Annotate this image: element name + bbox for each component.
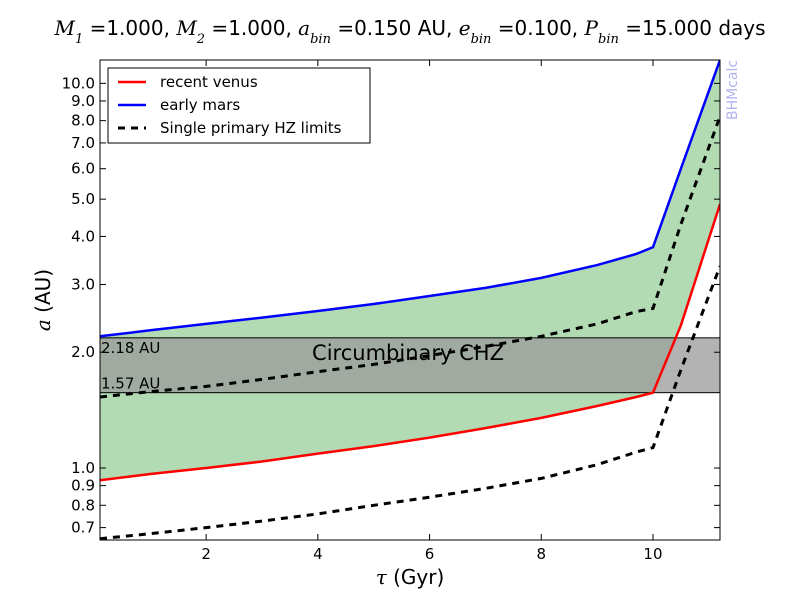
y-tick-label: 0.7: [71, 519, 95, 537]
title-subscript: bin: [310, 32, 331, 47]
x-tick-label: 2: [201, 545, 211, 563]
band-high-label: 2.18 AU: [101, 339, 160, 357]
title-subscript: bin: [598, 32, 619, 47]
y-axis-ticks: 0.7 0.80.91.0 2.0 3.0 4.0 5.0 6.0 7.0 8.0 9.010.0: [62, 74, 720, 537]
title-value: =0.100,: [491, 16, 584, 40]
band-title: Circumbinary CHZ: [312, 341, 504, 365]
x-axis-variable: τ: [376, 565, 388, 589]
legend-box: [107, 67, 371, 144]
title-subscript: 2: [196, 32, 205, 47]
y-tick-label: 3.0: [71, 275, 95, 293]
x-tick-label: 10: [643, 545, 662, 563]
title-value: =1.000,: [83, 16, 176, 40]
x-axis-ticks: 2 4 6 8 10: [201, 60, 663, 563]
title-subscript: 1: [75, 32, 83, 47]
y-tick-label: 9.0: [71, 92, 95, 110]
legend-label: early mars: [160, 96, 240, 114]
y-tick-label: 2.0: [71, 343, 95, 361]
title-variable: a: [298, 16, 310, 40]
legend-label: recent venus: [160, 73, 258, 91]
y-axis-variable: a: [31, 319, 55, 331]
y-tick-label: 0.9: [71, 477, 95, 495]
y-tick-label: 0.8: [71, 496, 95, 514]
y-axis-unit: (AU): [31, 269, 55, 319]
series-line-0: [100, 203, 720, 482]
plot-area: 2.18 AU 1.57 AU Circumbinary CHZ: [99, 59, 721, 541]
plot-frame: [99, 59, 721, 541]
x-tick-label: 4: [313, 545, 323, 563]
y-tick-label: 8.0: [71, 112, 95, 130]
title-variable: M: [53, 16, 75, 40]
legend: recent venus early mars Single primary HZ …: [107, 67, 371, 144]
chart-title: M1 =1.000, M2 =1.000, abin =0.150 AU, eb…: [53, 16, 765, 47]
title-value: =1.000,: [205, 16, 298, 40]
legend-label: Single primary HZ limits: [160, 119, 342, 137]
plot-content: [100, 60, 720, 540]
band-low-label: 1.57 AU: [101, 375, 160, 393]
y-tick-label: 7.0: [71, 134, 95, 152]
y-axis-label: a (AU): [31, 269, 55, 331]
y-tick-label: 5.0: [71, 190, 95, 208]
title-subscript: bin: [471, 32, 492, 47]
x-tick-label: 8: [536, 545, 546, 563]
title-variable: P: [584, 16, 599, 40]
title-value: =15.000 days: [619, 16, 766, 40]
x-axis-label: τ (Gyr): [376, 565, 445, 589]
series-line-1: [100, 60, 720, 338]
x-axis-unit: (Gyr): [387, 565, 445, 589]
chz-band: [100, 337, 720, 394]
watermark: BHMcalc: [725, 60, 741, 120]
y-tick-label: 1.0: [71, 459, 95, 477]
title-variable: e: [459, 16, 471, 40]
title-variable: M: [175, 16, 197, 40]
y-tick-label: 6.0: [71, 160, 95, 178]
y-tick-label: 4.0: [71, 227, 95, 245]
title-value: =0.150 AU,: [331, 16, 459, 40]
x-tick-label: 6: [425, 545, 435, 563]
y-tick-label: 10.0: [62, 74, 95, 92]
